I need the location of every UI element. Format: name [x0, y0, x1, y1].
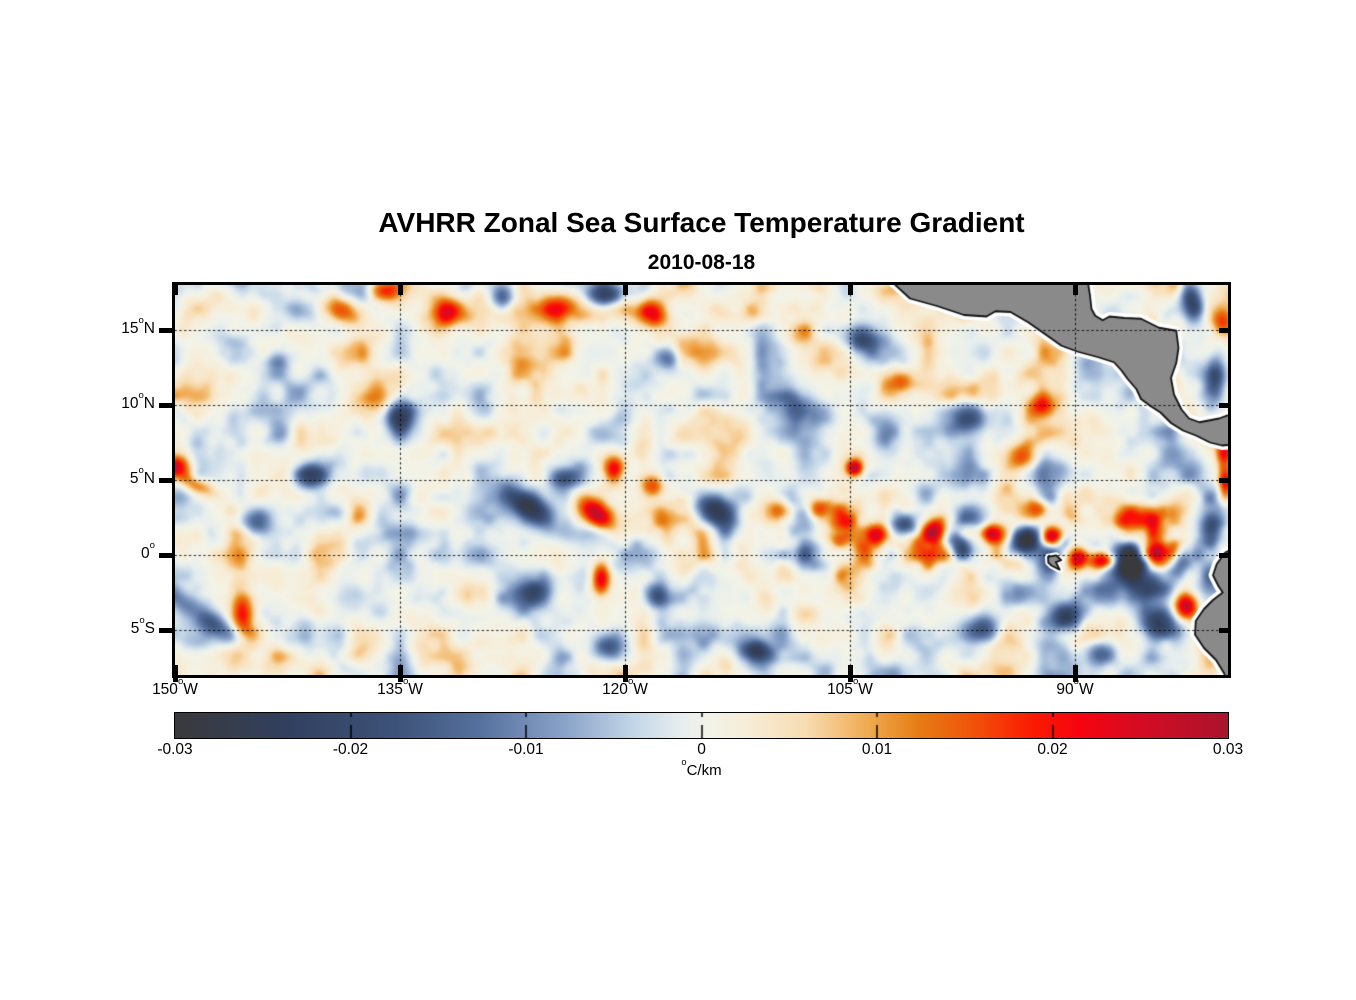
axis-tick-mark — [622, 282, 628, 295]
colorbar-tick-label: -0.02 — [332, 741, 369, 758]
y-tick-label: 5oS — [130, 614, 155, 637]
axis-tick-mark — [1219, 627, 1231, 633]
x-tick-label: 135oW — [377, 675, 423, 698]
colorbar-tick-label: -0.01 — [508, 741, 544, 758]
axis-tick-mark — [172, 665, 178, 682]
colorbar-tick-label: 0.02 — [1037, 741, 1068, 758]
x-tick-label: 150oW — [152, 675, 198, 698]
colorbar-tick-label: 0 — [697, 741, 706, 758]
axis-tick-mark — [622, 665, 628, 682]
colorbar-gradient — [175, 713, 1228, 738]
colorbar-tick-label: -0.03 — [157, 741, 193, 758]
axis-tick-mark — [1072, 282, 1078, 295]
x-tick-label: 105oW — [827, 675, 873, 698]
axis-tick-mark — [1219, 327, 1231, 333]
axis-tick-mark — [1072, 665, 1078, 682]
map-axes-frame — [172, 282, 1231, 678]
axis-tick-mark — [397, 665, 403, 682]
y-tick-label: 0o — [141, 539, 155, 562]
colorbar — [174, 712, 1229, 739]
axis-tick-mark — [1219, 552, 1231, 558]
axis-tick-mark — [159, 552, 175, 558]
x-tick-label: 120oW — [602, 675, 648, 698]
degree-symbol: o — [681, 756, 687, 767]
y-tick-label: 15oN — [121, 314, 155, 337]
sst-gradient-heatmap — [175, 285, 1228, 675]
axis-tick-mark — [847, 665, 853, 682]
axis-tick-mark — [159, 327, 175, 333]
axis-tick-mark — [159, 402, 175, 408]
chart-date-subtitle: 2010-08-18 — [647, 251, 756, 274]
chart-title: AVHRR Zonal Sea Surface Temperature Grad… — [378, 207, 1025, 238]
x-tick-label: 90oW — [1056, 675, 1094, 698]
axis-tick-mark — [1219, 402, 1231, 408]
colorbar-tick-label: 0.03 — [1212, 741, 1244, 758]
axis-tick-mark — [172, 282, 178, 295]
colorbar-unit-label: oC/km — [172, 757, 1231, 779]
axis-tick-mark — [159, 477, 175, 483]
colorbar-tick-label: 0.01 — [861, 741, 893, 758]
axis-tick-mark — [1219, 477, 1231, 483]
unit-text: C/km — [686, 762, 722, 779]
y-tick-label: 5oN — [129, 464, 155, 487]
axis-tick-mark — [847, 282, 853, 295]
axis-tick-mark — [159, 627, 175, 633]
axis-tick-mark — [397, 282, 403, 295]
y-tick-label: 10oN — [121, 389, 155, 412]
